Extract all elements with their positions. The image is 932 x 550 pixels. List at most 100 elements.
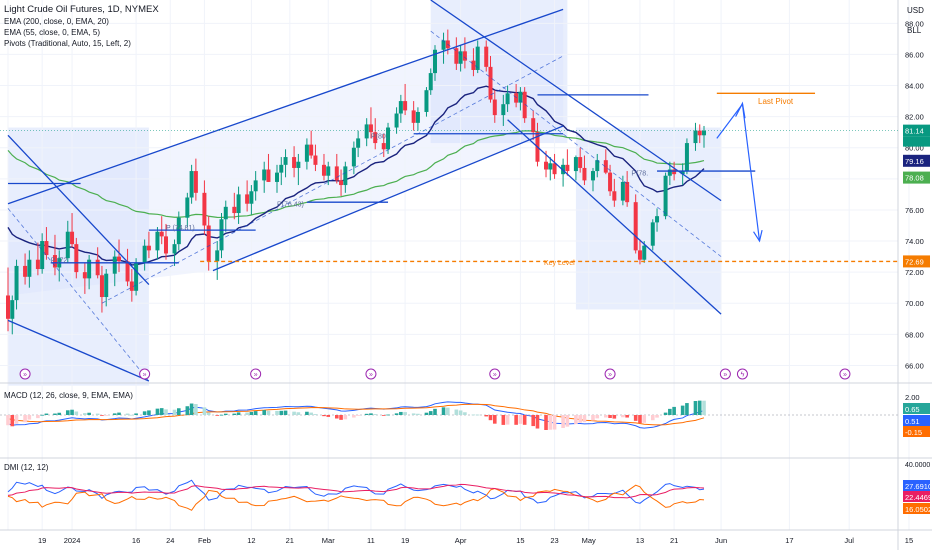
ema200-tag: 78.08 — [905, 174, 924, 183]
macd-hist-bar — [685, 403, 689, 415]
candle-body — [565, 164, 570, 172]
candle-body — [249, 191, 254, 204]
candle-body — [146, 245, 151, 251]
candle-body — [104, 273, 109, 298]
dmi-plus-tag-bg — [903, 480, 930, 491]
macd-hist-bar — [309, 412, 313, 415]
macd-hist-bar — [650, 415, 655, 421]
candle-body — [684, 143, 689, 172]
macd-hist-bar — [403, 412, 407, 415]
dmi-minus-tag: 16.0502 — [905, 505, 932, 514]
x-tick-label: 23 — [550, 536, 558, 545]
candle-body — [428, 73, 433, 91]
event-marker-icon — [839, 368, 851, 380]
macd-hist-bar — [535, 415, 540, 429]
macd-hist-bar — [518, 415, 523, 424]
macd-hist-bar — [612, 415, 617, 419]
indicator-ema55-label[interactable]: EMA (55, close, 0, EMA, 5) — [4, 28, 100, 37]
candle-body — [612, 191, 617, 201]
key-level-tag-bg — [903, 255, 930, 268]
candle-body — [620, 181, 625, 201]
macd-hist-bar — [680, 405, 685, 415]
candle-body — [304, 144, 309, 162]
event-marker-icon — [736, 368, 748, 380]
candle-body — [326, 166, 331, 176]
x-tick-label: 21 — [286, 536, 294, 545]
indicator-ema200-label[interactable]: EMA (200, close, 0, EMA, 20) — [4, 17, 109, 26]
macd-hist-bar — [522, 415, 527, 425]
candle-body — [356, 138, 361, 148]
macd-hist-bar — [565, 415, 570, 427]
dmi-minus-line — [7, 484, 705, 511]
candle-body — [514, 93, 519, 103]
y-tick-label: 68.00 — [905, 330, 924, 339]
macd-hist-bar — [147, 410, 151, 415]
macd-hist-bar — [548, 415, 553, 430]
candle-body — [202, 192, 207, 226]
candle-body — [650, 222, 655, 246]
y-tick-label: 82.00 — [905, 113, 924, 122]
macd-hist-bar — [604, 415, 608, 418]
macd-hist-bar — [232, 413, 237, 415]
macd-hist-bar — [463, 412, 467, 415]
macd-hist-bar — [117, 412, 121, 415]
event-marker-glyph: ϟ — [741, 372, 745, 379]
candle-body — [163, 236, 168, 254]
uptrend-channel-upper — [7, 8, 564, 205]
macd-hist-bar — [369, 413, 373, 415]
candle-body — [394, 113, 399, 128]
macd-hist-bar — [441, 407, 446, 415]
down-channel-mid — [430, 30, 722, 257]
y-tick-label: 86.00 — [905, 50, 924, 59]
dmi-adx-line — [7, 483, 705, 499]
candle-body — [625, 181, 630, 203]
macd-hist-bar — [488, 415, 493, 421]
candle-body — [488, 66, 493, 100]
candle-body — [27, 259, 32, 277]
candle-body — [667, 169, 672, 176]
candle-body — [702, 130, 707, 136]
candle-body — [492, 99, 497, 116]
event-marker-icon — [139, 368, 151, 380]
macd-hist-bar — [471, 414, 476, 416]
jan-channel-upper — [7, 134, 150, 286]
ema55-line — [7, 85, 705, 266]
event-marker-glyph: » — [23, 372, 27, 379]
indicator-pivots-label[interactable]: Pivots (Traditional, Auto, 15, Left, 2) — [4, 39, 131, 48]
candle-body — [548, 163, 553, 170]
macd-hist-bar — [177, 408, 181, 415]
macd-hist-bar — [236, 412, 241, 415]
candle-body — [129, 281, 134, 291]
macd-hist-bar — [100, 415, 104, 416]
candle-body — [35, 259, 40, 270]
event-marker-icon — [250, 368, 262, 380]
macd-hist-tag: 0.65 — [905, 405, 920, 414]
candle-body — [275, 172, 280, 182]
currency-label[interactable]: USD — [907, 6, 924, 15]
candle-body — [134, 262, 139, 291]
x-tick-label: Mar — [322, 536, 335, 545]
macd-hist-bar — [14, 415, 19, 424]
macd-hist-bar — [202, 407, 207, 415]
channel-shade-may — [575, 127, 722, 310]
dmi-title[interactable]: DMI (12, 12) — [4, 463, 49, 472]
macd-hist-bar — [663, 412, 668, 415]
macd-hist-bar — [381, 415, 386, 416]
candle-body — [343, 166, 348, 186]
candle-body — [590, 171, 595, 181]
candle-body — [663, 175, 668, 217]
macd-title[interactable]: MACD (12, 26, close, 9, EMA, EMA) — [4, 391, 133, 400]
macd-hist-bar — [655, 415, 659, 418]
unit-label[interactable]: BLL — [907, 26, 922, 35]
macd-hist-bar — [364, 413, 369, 415]
candle-body — [296, 161, 301, 168]
price-tag: 81.14 — [905, 127, 924, 136]
key-level-label: Key Level — [544, 260, 575, 267]
candle-body — [518, 91, 523, 103]
macd-hist-bar — [411, 413, 416, 415]
candle-body — [155, 231, 160, 251]
macd-hist-bar — [292, 411, 296, 415]
candle-body — [680, 171, 685, 175]
macd-hist-bar — [253, 411, 258, 415]
